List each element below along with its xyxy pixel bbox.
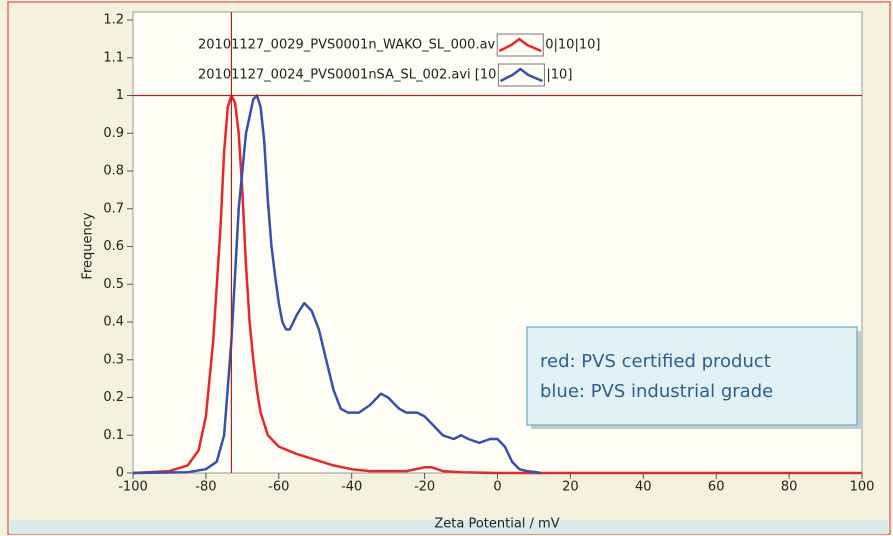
y-tick-label: 0.8 (103, 164, 124, 179)
y-tick-label: 0 (116, 466, 124, 481)
y-tick-label: 0.7 (103, 201, 124, 216)
x-tick-label: 100 (850, 480, 875, 495)
data-line (132, 94, 542, 475)
x-tick-label: -100 (118, 480, 148, 495)
legend-label: 20101127_0024_PVS0001nSA_SL_002.avi [10 (198, 68, 496, 83)
x-axis-label: Zeta Potential / mV (434, 517, 559, 532)
x-tick-label: 40 (635, 480, 652, 495)
x-tick-label: -40 (341, 480, 362, 495)
y-tick-label: 1 (116, 88, 124, 103)
legend-swatch (498, 37, 542, 53)
annotation-text: blue: PVS industrial grade (540, 381, 773, 402)
y-tick-label: 0.3 (103, 352, 124, 367)
y-tick-label: 0.5 (103, 277, 124, 292)
y-tick-label: 0.4 (103, 315, 124, 330)
x-tick-label: 0 (493, 480, 501, 495)
y-tick-label: 1.2 (103, 13, 124, 28)
legend-label: 20101127_0029_PVS0001n_WAKO_SL_000.av (198, 38, 496, 53)
x-tick-label: -60 (268, 480, 289, 495)
legend-swatch (499, 67, 543, 83)
x-tick-label: 20 (562, 480, 579, 495)
y-axis-label: Frequency (81, 212, 96, 279)
y-tick-label: 0.9 (103, 126, 124, 141)
y-tick-label: 0.1 (103, 428, 124, 443)
footer-strip (10, 520, 888, 534)
legend-tail: 0|10|10] (545, 38, 600, 53)
x-tick-label: -20 (414, 480, 435, 495)
legend-swatch-box (497, 63, 545, 87)
y-tick-label: 0.2 (103, 390, 124, 405)
y-tick-label: 0.6 (103, 239, 124, 254)
legend-tail: |10] (546, 68, 572, 83)
annotation-text: red: PVS certified product (540, 351, 771, 372)
data-line (132, 94, 862, 475)
y-tick-label: 1.1 (103, 50, 124, 65)
x-tick-label: -80 (195, 480, 216, 495)
legend-swatch-box (496, 33, 544, 57)
x-tick-label: 80 (781, 480, 798, 495)
annotation-box (526, 326, 858, 426)
x-tick-label: 60 (708, 480, 725, 495)
